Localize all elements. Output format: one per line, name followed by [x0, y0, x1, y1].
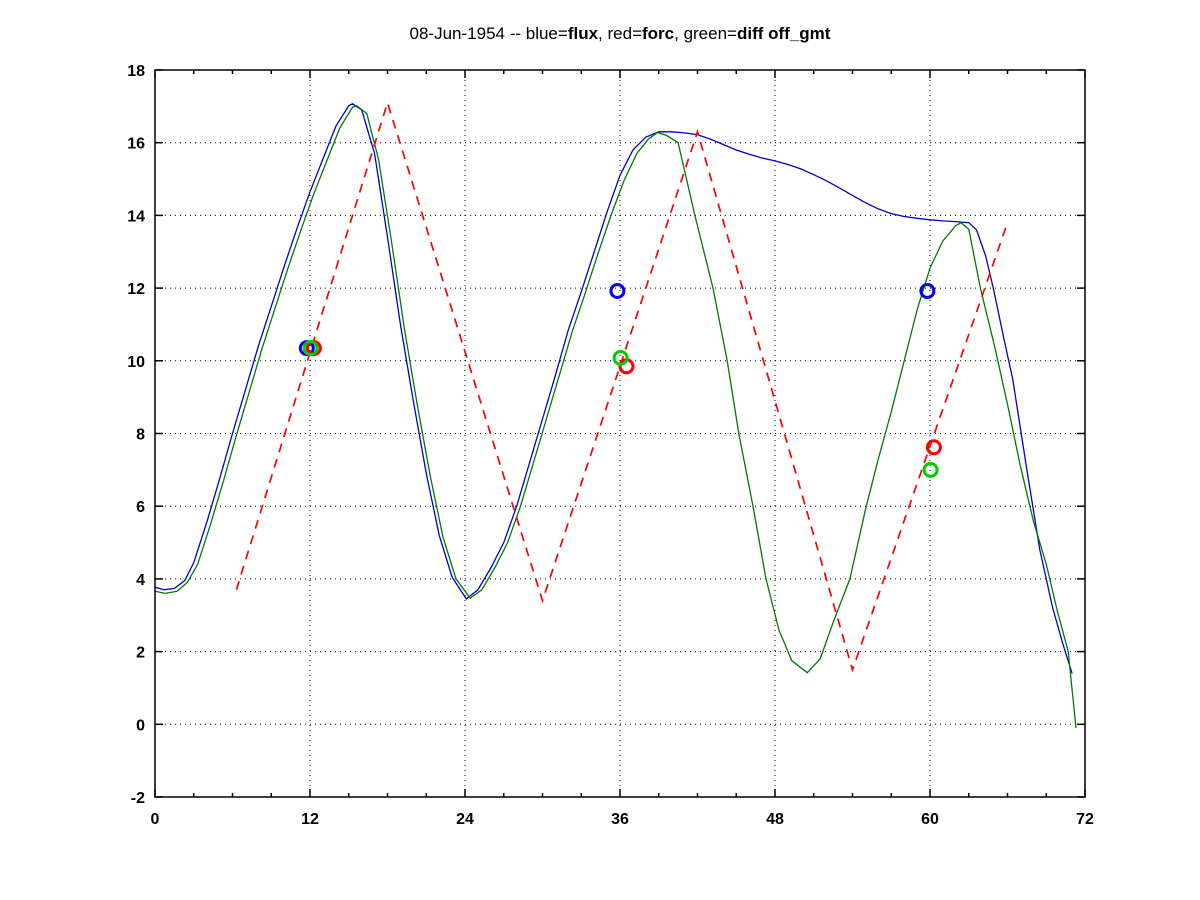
xtick-label-48: 48	[766, 811, 784, 828]
series-markers	[298, 283, 942, 478]
forc-marker-2	[925, 439, 942, 456]
series-forc-line	[235, 99, 1009, 673]
gridlines	[155, 70, 1085, 797]
ytick-label-14: 14	[127, 208, 145, 225]
xtick-label-36: 36	[611, 811, 629, 828]
ytick-label-10: 10	[127, 354, 145, 371]
flux-marker-1	[609, 283, 626, 299]
chart-title-segment-1: flux	[567, 24, 599, 43]
chart-title-segment-5: diff off_gmt	[736, 24, 831, 43]
ytick-label-16: 16	[127, 136, 145, 153]
xtick-label-12: 12	[301, 811, 319, 828]
ytick-label-6: 6	[136, 499, 145, 516]
ytick-label-4: 4	[136, 572, 145, 589]
diff-markers	[302, 340, 939, 478]
series-flux-line	[154, 103, 1073, 674]
flux-marker-2	[919, 283, 936, 299]
ytick-label-8: 8	[136, 427, 145, 444]
ytick-label-2: 2	[136, 645, 145, 662]
forc-markers	[305, 340, 942, 456]
ytick-label--2: -2	[131, 790, 145, 807]
diff-marker-2	[922, 461, 939, 478]
flux-markers	[298, 283, 936, 357]
diff-marker-1	[612, 349, 629, 366]
ytick-label-12: 12	[127, 281, 145, 298]
chart-title-segment-3: forc	[642, 24, 675, 43]
xtick-label-0: 0	[151, 811, 160, 828]
ytick-label-0: 0	[136, 717, 145, 734]
chart-title: 08-Jun-1954 -- blue=flux, red=forc, gree…	[155, 24, 1085, 44]
chart-title-segment-2: , red=	[598, 24, 642, 43]
ytick-label-18: 18	[127, 63, 145, 80]
xtick-label-24: 24	[456, 811, 474, 828]
diff-marker-0	[302, 340, 319, 357]
tick-marks	[154, 69, 1086, 798]
series-diff-line	[154, 104, 1077, 728]
xtick-label-60: 60	[921, 811, 939, 828]
chart-title-segment-4: , green=	[674, 24, 737, 43]
series-lines	[154, 99, 1077, 728]
xtick-label-72: 72	[1076, 811, 1094, 828]
chart-title-segment-0: 08-Jun-1954 -- blue=	[409, 24, 568, 43]
